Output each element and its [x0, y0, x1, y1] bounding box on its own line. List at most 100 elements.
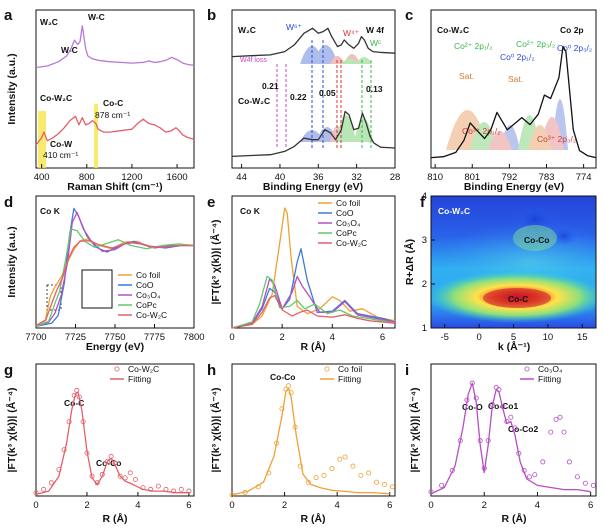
- xlabel-g: R (Å): [102, 512, 127, 525]
- series-line-g-1: [35, 391, 189, 496]
- annot-w4f: W 4f: [366, 25, 384, 35]
- panel-a: a W₂C W-C W-C Co-W₂C Co-C 878 cm⁻¹ Co-W …: [4, 7, 195, 193]
- point-h-0-17: [350, 463, 356, 469]
- legend-label-d-4: Co-W₂C: [136, 310, 167, 320]
- point-g-0-19: [127, 470, 133, 476]
- legend-label-e-1: CoO: [336, 208, 354, 218]
- legend-label-g-1: Fitting: [128, 374, 151, 384]
- xtick-label-f-3: 10: [543, 332, 554, 343]
- annot-b-co-w2c: Co-W₂C: [238, 96, 270, 106]
- panel-label-i: i: [405, 362, 409, 379]
- series-line-e-4: [231, 294, 396, 329]
- xtick-label-f-4: 15: [577, 332, 588, 343]
- series-line-c-0: [430, 45, 597, 159]
- legend-label-h-1: Fitting: [338, 374, 361, 384]
- point-g-0-1: [41, 486, 47, 492]
- panel-b: b W₂C W 4f W⁶⁺ W⁴⁺ Wᶜ W4f loss 0.21: [207, 7, 400, 193]
- xtick-label-e-1: 2: [280, 332, 285, 343]
- annot-co2-32: Co²⁺ 2p₃/₂: [516, 39, 555, 49]
- annot-w6: W⁶⁺: [286, 22, 303, 32]
- panel-label-f: f: [420, 194, 426, 211]
- point-h-0-10: [297, 463, 303, 469]
- point-i-0-20: [532, 472, 538, 478]
- point-g-0-25: [171, 488, 177, 494]
- xtick-label-b-4: 28: [390, 172, 401, 183]
- point-g-0-26: [178, 486, 184, 492]
- point-i-0-23: [553, 416, 559, 422]
- panel-label-g: g: [4, 362, 13, 379]
- xtick-label-a-1: 800: [79, 172, 95, 183]
- point-h-0-20: [374, 479, 380, 485]
- annot-i-co-co1: Co-Co1: [488, 401, 518, 411]
- xtick-label-i-3: 6: [588, 500, 593, 511]
- xlabel-f: k (Å⁻¹): [498, 340, 530, 353]
- xtick-label-g-1: 2: [84, 500, 89, 511]
- point-i-0-26: [566, 459, 572, 465]
- point-h-0-21: [381, 482, 387, 488]
- annot-b-w2c: W₂C: [238, 25, 256, 35]
- legend-label-d-2: Co₃O₄: [136, 290, 161, 300]
- xtick-label-b-3: 32: [351, 172, 362, 183]
- annot-co3-12: Co³⁺ 2p₁/₂: [462, 126, 501, 136]
- annot-d-cok: Co K: [40, 206, 61, 216]
- legend-swatch-i-0: [524, 366, 530, 372]
- panel-label-d: d: [4, 194, 13, 211]
- xtick-label-i-2: 4: [535, 500, 540, 511]
- xtick-label-d-1: 7725: [65, 332, 86, 343]
- xtick-label-h-0: 0: [229, 500, 234, 511]
- panel-label-c: c: [405, 7, 413, 24]
- xtick-label-e-2: 4: [330, 332, 335, 343]
- legend-label-d-3: CoPc: [136, 300, 158, 310]
- point-i-0-21: [540, 459, 546, 465]
- annot-410: 410 cm⁻¹: [43, 150, 78, 160]
- legend-swatch-g-0: [114, 366, 120, 372]
- annot-sat-2: Sat.: [508, 74, 523, 84]
- point-g-0-17: [117, 473, 123, 479]
- annot-013: 0.13: [366, 84, 383, 94]
- ylabel-i: |FT(k³ χ(k))| (Å⁻⁴): [408, 387, 421, 472]
- series-line-b-0: [231, 27, 396, 58]
- point-i-0-24: [557, 414, 563, 420]
- point-g-0-23: [155, 483, 161, 489]
- xtick-label-h-1: 2: [282, 500, 287, 511]
- annot-i-co-co2: Co-Co2: [508, 424, 538, 434]
- annot-w-c-1: W-C: [61, 45, 78, 55]
- annot-co3-32: Co³⁺ 2p₃/₂: [537, 134, 576, 144]
- point-h-0-5: [279, 406, 285, 412]
- xtick-label-d-4: 7800: [183, 332, 204, 343]
- series-line-e-2: [231, 275, 396, 329]
- xtick-label-a-0: 400: [34, 172, 50, 183]
- xtick-label-f-0: -5: [441, 332, 449, 343]
- panel-f: f Co-W₂C Co-C Co-Co -5 0 5 10 15 1 2 3 4 k (Å⁻¹)…: [403, 191, 597, 353]
- xtick-label-d-3: 7775: [144, 332, 165, 343]
- panel-label-h: h: [207, 362, 216, 379]
- series-line-b-1: [231, 110, 396, 158]
- point-i-0-1: [439, 482, 445, 488]
- annot-wc: Wᶜ: [370, 38, 381, 48]
- panel-label-a: a: [4, 7, 13, 24]
- xtick-label-b-2: 36: [313, 172, 324, 183]
- series-line-h-1: [231, 387, 390, 496]
- point-h-0-12: [313, 475, 319, 481]
- legend-label-e-4: Co-W₂C: [336, 238, 367, 248]
- ylabel-f: R+ΔR (Å): [403, 239, 416, 285]
- annot-co-w2c: Co-W₂C: [40, 93, 72, 103]
- xtick-label-g-0: 0: [33, 500, 38, 511]
- xtick-label-i-1: 2: [482, 500, 487, 511]
- xlabel-i: R (Å): [501, 512, 526, 525]
- annot-sat-1: Sat.: [459, 71, 474, 81]
- point-h-0-16: [342, 454, 348, 460]
- xtick-label-h-2: 4: [335, 500, 340, 511]
- legend-label-e-3: CoPc: [336, 228, 358, 238]
- legend-label-h-0: Co foil: [338, 364, 362, 374]
- annot-i-co-o: Co-O: [462, 402, 483, 412]
- annot-005: 0.05: [319, 88, 336, 98]
- point-i-0-25: [561, 429, 567, 435]
- annot-co-w: Co-W: [50, 139, 73, 149]
- annot-f-co-c: Co-C: [508, 294, 528, 304]
- annot-co2p: Co 2p: [560, 25, 584, 35]
